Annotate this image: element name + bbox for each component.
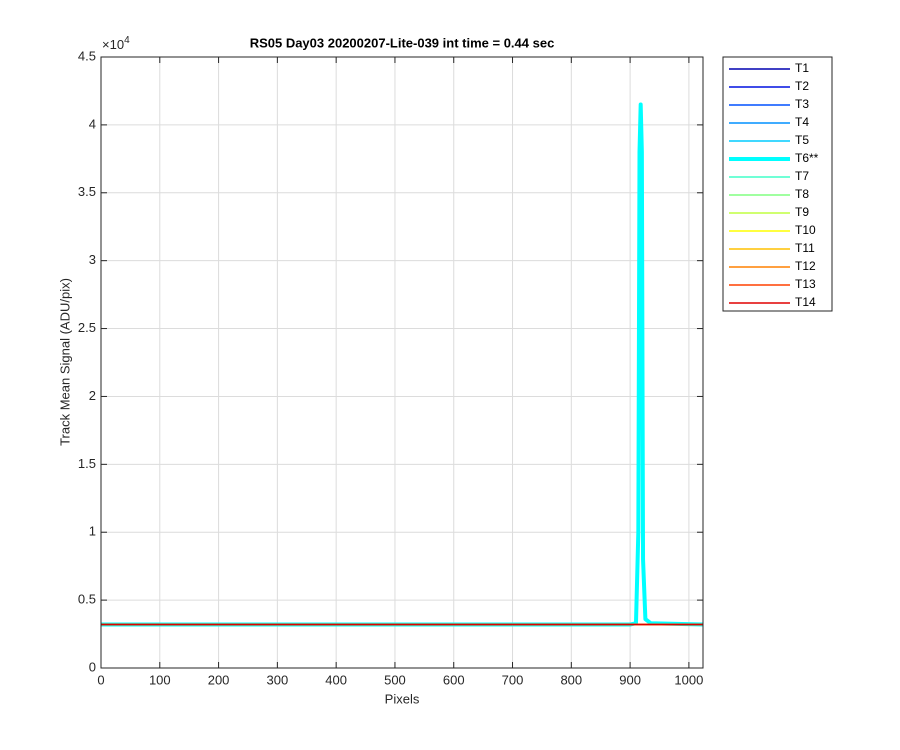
x-tick-label: 700 (502, 672, 524, 687)
legend-label: T2 (795, 79, 809, 93)
x-tick-label: 500 (384, 672, 406, 687)
legend-label: T6** (795, 151, 819, 165)
ticks: 0 100 200 300 400 500 600 700 800 900 1000 0 0.5 1 1.5… (78, 48, 703, 687)
series-line (101, 102, 704, 627)
x-tick-label: 400 (325, 672, 347, 687)
legend-label: T14 (795, 295, 816, 309)
legend-label: T3 (795, 97, 809, 111)
axes-box (100, 56, 704, 669)
x-tick-label: 300 (267, 672, 289, 687)
legend-label: T9 (795, 205, 809, 219)
y-tick-label: 4 (89, 116, 96, 131)
y-tick-label: 3.5 (78, 184, 96, 199)
y-exponent-power: 4 (124, 35, 130, 46)
y-tick-label: 2 (89, 388, 96, 403)
x-tick-label: 800 (560, 672, 582, 687)
chart-title: RS05 Day03 20200207-Lite-039 int time = … (250, 35, 555, 50)
legend-label: T7 (795, 169, 809, 183)
x-tick-label: 200 (208, 672, 230, 687)
y-exponent: ×104 (102, 35, 130, 53)
legend-label: T12 (795, 259, 816, 273)
y-tick-label: 2.5 (78, 320, 96, 335)
y-tick-label: 1 (89, 524, 96, 539)
x-tick-label: 100 (149, 672, 171, 687)
y-tick-label: 0.5 (78, 592, 96, 607)
x-tick-label: 0 (97, 672, 104, 687)
legend-label: T8 (795, 187, 809, 201)
x-axis-label: Pixels (385, 691, 420, 706)
legend-box (722, 56, 833, 312)
legend-label: T5 (795, 133, 809, 147)
legend-label: T1 (795, 61, 809, 75)
legend-label: T4 (795, 115, 809, 129)
plot-area (101, 57, 703, 668)
x-tick-label: 900 (619, 672, 641, 687)
y-tick-label: 3 (89, 252, 96, 267)
y-tick-label: 1.5 (78, 456, 96, 471)
legend-label: T10 (795, 223, 816, 237)
legend-label: T11 (795, 241, 815, 255)
y-tick-label: 4.5 (78, 48, 96, 63)
x-tick-label: 1000 (674, 672, 703, 687)
legend: T1 T2 T3 T4 T5 T6** T7 T8 T9 T10 T11 T12 T13 T14 (729, 61, 819, 309)
lines (101, 102, 704, 627)
y-exponent-base: ×10 (102, 37, 124, 52)
y-tick-label: 0 (89, 659, 96, 674)
x-tick-label: 600 (443, 672, 465, 687)
y-axis-label: Track Mean Signal (ADU/pix) (57, 278, 72, 446)
legend-label: T13 (795, 277, 816, 291)
